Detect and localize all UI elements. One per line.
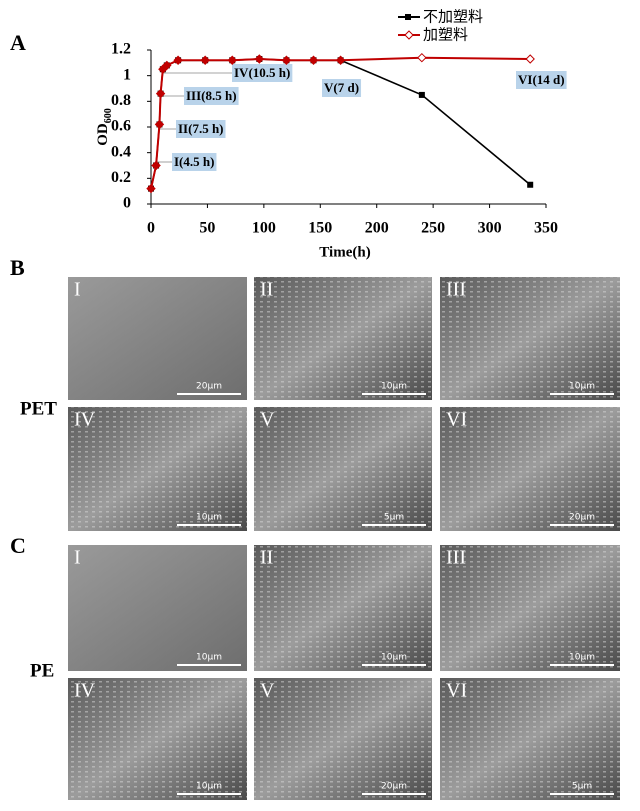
point <box>527 181 534 188</box>
x-axis-label: Time(h) <box>319 244 370 260</box>
x-tick-label: 100 <box>252 220 276 237</box>
image-numeral: III <box>446 279 466 301</box>
x-tick-label: 350 <box>534 220 558 237</box>
sem-texture <box>254 277 432 400</box>
y-tick-label: 0.6 <box>111 118 131 135</box>
point <box>200 55 210 65</box>
scale-label: 10μm <box>196 782 222 792</box>
scale-label: 10μm <box>196 513 222 523</box>
scale-label: 10μm <box>196 653 222 663</box>
point <box>418 91 425 98</box>
image-numeral: VI <box>446 680 467 702</box>
annotation-box <box>516 71 567 89</box>
scale-label: 20μm <box>569 513 595 523</box>
annotation-box <box>184 87 239 105</box>
x-tick-label: 50 <box>199 220 215 237</box>
annotation: I(4.5 h) <box>174 154 214 169</box>
legend-label: 加塑料 <box>423 26 468 44</box>
material-label: PET <box>20 398 57 419</box>
image-numeral: IV <box>74 409 96 431</box>
image-numeral: II <box>260 279 273 301</box>
y-tick-label: 0.2 <box>111 169 131 186</box>
y-tick-label: 0 <box>123 195 131 212</box>
point <box>281 55 292 65</box>
scale-label: 5μm <box>384 513 404 523</box>
sem-texture <box>254 545 432 671</box>
sem-texture <box>440 407 620 531</box>
y-label-main: OD <box>95 123 111 146</box>
legend-marker <box>404 30 414 40</box>
sem-texture <box>68 678 247 800</box>
sem-image <box>68 545 247 671</box>
legend-marker <box>405 14 411 20</box>
scale-label: 10μm <box>569 382 595 392</box>
sem-texture <box>68 407 247 531</box>
point <box>254 54 265 64</box>
sem-texture <box>440 277 620 400</box>
annotation: IV(10.5 h) <box>234 65 290 80</box>
point <box>151 160 161 171</box>
scale-label: 10μm <box>381 382 407 392</box>
scale-label: 10μm <box>569 653 595 663</box>
point <box>155 88 166 99</box>
panel-label: A <box>10 30 26 55</box>
x-tick-label: 300 <box>478 220 502 237</box>
point <box>227 55 237 65</box>
point <box>146 183 156 194</box>
x-tick-label: 200 <box>365 220 389 237</box>
legend-label: 不加塑料 <box>423 8 483 26</box>
point <box>417 52 427 63</box>
annotation: III(8.5 h) <box>186 88 237 103</box>
sem-texture <box>254 407 432 531</box>
material-label: PE <box>30 660 54 681</box>
scale-label: 5μm <box>572 782 592 792</box>
x-tick-label: 150 <box>308 220 332 237</box>
panel-label: C <box>10 533 26 558</box>
y-tick-label: 0.4 <box>111 143 131 160</box>
point <box>173 55 183 65</box>
point <box>335 55 346 65</box>
y-tick-label: 1 <box>123 66 131 83</box>
annotation-box <box>322 79 362 97</box>
image-numeral: IV <box>74 680 96 702</box>
y-tick-label: 0.8 <box>111 92 131 109</box>
scale-label: 20μm <box>381 782 407 792</box>
image-numeral: I <box>74 547 81 569</box>
x-tick-label: 250 <box>421 220 445 237</box>
annotation-box <box>232 64 293 82</box>
point <box>162 60 172 71</box>
x-tick-label: 0 <box>147 220 155 237</box>
image-numeral: III <box>446 547 466 569</box>
y-tick-label: 1.2 <box>111 41 131 58</box>
image-numeral: VI <box>446 409 467 431</box>
annotation: II(7.5 h) <box>178 121 224 136</box>
annotation-box <box>176 120 226 138</box>
image-numeral: V <box>260 409 275 431</box>
annotation-box <box>172 153 217 171</box>
point <box>308 55 319 65</box>
image-numeral: II <box>260 547 273 569</box>
scale-label: 20μm <box>196 382 222 392</box>
y-axis-label: OD600 <box>95 108 114 146</box>
y-label-sub: 600 <box>103 108 114 123</box>
panel-label: B <box>10 255 25 280</box>
image-numeral: V <box>260 680 275 702</box>
sem-texture <box>440 678 620 800</box>
point <box>154 119 165 130</box>
sem-texture <box>440 545 620 671</box>
point <box>525 54 535 64</box>
sem-texture <box>254 678 432 800</box>
image-numeral: I <box>74 279 81 301</box>
scale-label: 10μm <box>381 653 407 663</box>
annotation: V(7 d) <box>324 80 359 95</box>
annotation: VI(14 d) <box>518 72 565 87</box>
sem-image <box>68 277 247 400</box>
